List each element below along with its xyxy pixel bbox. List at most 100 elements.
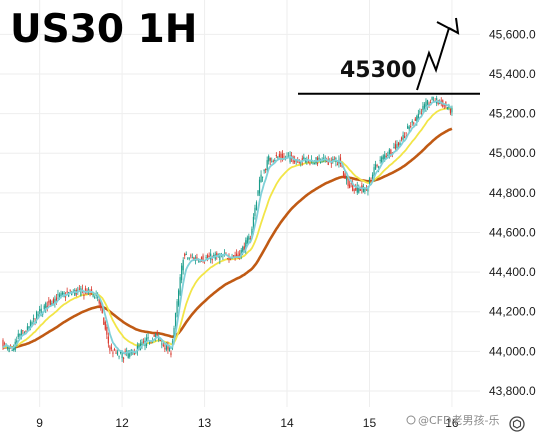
candle-body <box>37 314 39 316</box>
candle-body <box>407 126 409 129</box>
candle-body <box>342 171 345 178</box>
candle-body <box>243 246 245 251</box>
candle-body <box>45 302 47 310</box>
candle-body <box>410 126 412 128</box>
candle-body <box>318 157 320 160</box>
candle-body <box>25 331 27 333</box>
candle-body <box>90 289 93 292</box>
candle-body <box>31 321 33 327</box>
candle-body <box>65 296 67 298</box>
x-tick-label: 16 <box>445 416 459 430</box>
candle-body <box>301 158 303 162</box>
watermark: @CFD老男孩-乐 <box>406 414 499 427</box>
candle-body <box>254 207 256 217</box>
candle-body <box>57 294 59 296</box>
projection-arrow <box>416 27 450 91</box>
candle-body <box>320 161 322 163</box>
candle-body <box>136 345 138 352</box>
settings-icon[interactable] <box>509 416 525 432</box>
x-tick-label: 15 <box>363 416 377 430</box>
candle-body <box>3 343 6 345</box>
candle-body <box>66 291 68 293</box>
candle-body <box>278 154 280 157</box>
candle-body <box>252 216 255 230</box>
candle-body <box>188 257 190 259</box>
candle-body <box>187 257 189 259</box>
candle-body <box>71 292 73 296</box>
candle-body <box>69 289 71 291</box>
candle-body <box>168 346 171 352</box>
annotations <box>298 17 480 95</box>
candle-body <box>129 351 131 357</box>
x-tick-label: 9 <box>36 416 43 430</box>
candle-body <box>289 155 291 163</box>
candle-body <box>429 102 432 104</box>
candle-body <box>280 153 282 159</box>
candle-body <box>54 299 56 304</box>
candle-body <box>344 173 346 179</box>
candle-body <box>176 301 178 314</box>
candle-body <box>115 352 117 354</box>
candle-body <box>382 155 384 160</box>
candle-body <box>184 253 186 256</box>
candle-body <box>361 185 363 190</box>
candle-body <box>313 163 316 165</box>
candle-body <box>359 187 361 191</box>
candle-body <box>127 352 129 358</box>
candle-body <box>22 330 24 332</box>
candle-body <box>272 160 274 162</box>
candle-body <box>281 153 284 160</box>
slow-moving-average <box>2 127 453 349</box>
candle-body <box>6 345 9 349</box>
candle-body <box>255 202 258 210</box>
candle-body <box>229 257 232 260</box>
candle-body <box>8 348 10 352</box>
candle-body <box>98 299 100 304</box>
candle-body <box>258 179 261 194</box>
candle-body <box>416 116 418 122</box>
candle-body <box>379 159 381 161</box>
candle-body <box>219 254 221 260</box>
candle-body <box>106 327 108 335</box>
candle-body <box>100 300 102 308</box>
candle-body <box>350 183 352 185</box>
candle-body <box>124 351 126 353</box>
candle-body <box>43 305 45 310</box>
candle-body <box>417 113 419 120</box>
candle-body <box>17 333 19 337</box>
candle-body <box>104 321 106 330</box>
candle-body <box>193 257 195 260</box>
candle-body <box>234 255 236 257</box>
candle-body <box>181 265 183 281</box>
candle-body <box>376 165 378 167</box>
candle-body <box>161 343 163 345</box>
candle-body <box>397 142 400 146</box>
slow-ma-line <box>2 127 453 349</box>
candle-body <box>112 352 114 354</box>
candle-body <box>107 336 109 344</box>
candle-body <box>439 102 441 104</box>
x-tick-label: 14 <box>280 416 294 430</box>
candle-body <box>58 294 61 298</box>
candle-body <box>336 164 339 166</box>
y-tick-label: 45,000.0 <box>489 146 536 160</box>
projection-arrow-head <box>436 17 460 35</box>
candle-body <box>153 335 155 337</box>
fast-ma-line <box>2 99 452 355</box>
candle-body <box>245 240 247 250</box>
candle-body <box>158 337 160 341</box>
candle-body <box>155 333 157 338</box>
candle-body <box>147 336 149 339</box>
candle-body <box>78 288 80 290</box>
candle-body <box>35 311 38 321</box>
candle-body <box>378 166 380 169</box>
candle-body <box>164 348 166 350</box>
candle-body <box>89 293 91 295</box>
candle-body <box>411 120 413 123</box>
candle-body <box>446 107 448 110</box>
candle-body <box>249 237 251 240</box>
candle-body <box>355 187 357 191</box>
candle-body <box>251 228 253 238</box>
y-tick-label: 43,800.0 <box>489 384 536 398</box>
candle-body <box>257 190 259 196</box>
